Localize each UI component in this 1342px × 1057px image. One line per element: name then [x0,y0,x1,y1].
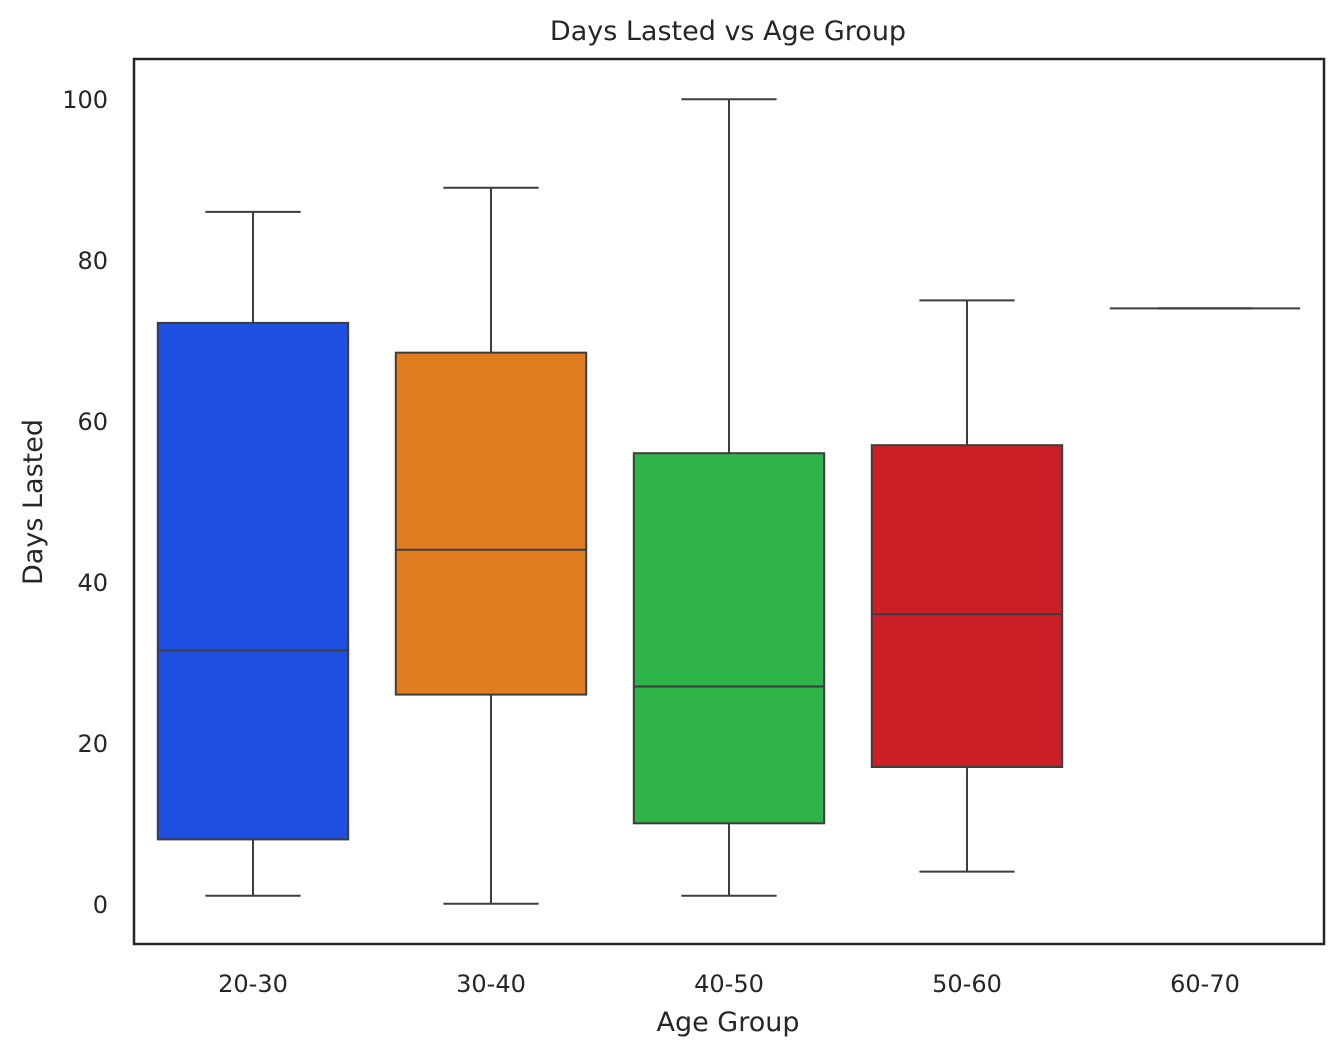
y-axis-ticks: 0 20 40 60 80 100 [62,86,108,919]
box-iqr [156,321,350,841]
x-tick-label: 50-60 [932,970,1002,998]
y-tick-label: 40 [77,569,108,597]
y-axis-label: Days Lasted [18,419,49,585]
box-iqr [394,351,588,696]
x-tick-label: 40-50 [694,970,764,998]
plot-frame [132,57,1326,946]
x-tick-label: 60-70 [1170,970,1240,998]
y-tick-label: 60 [77,408,108,436]
box-50-60 [870,299,1064,873]
x-tick-label: 30-40 [456,970,526,998]
plot-area [156,98,1301,905]
x-tick-label: 20-30 [218,970,288,998]
y-tick-label: 80 [77,247,108,275]
box-40-50 [632,98,826,897]
y-tick-label: 100 [62,86,108,114]
box-iqr [870,444,1064,768]
chart-title: Days Lasted vs Age Group [550,16,906,47]
x-axis-ticks: 20-30 30-40 40-50 50-60 60-70 [218,970,1240,998]
box-iqr [632,452,826,825]
box-20-30 [156,210,350,897]
x-axis-label: Age Group [656,1007,799,1038]
box-30-40 [394,186,588,905]
y-tick-label: 20 [77,730,108,758]
y-tick-label: 0 [93,891,108,919]
